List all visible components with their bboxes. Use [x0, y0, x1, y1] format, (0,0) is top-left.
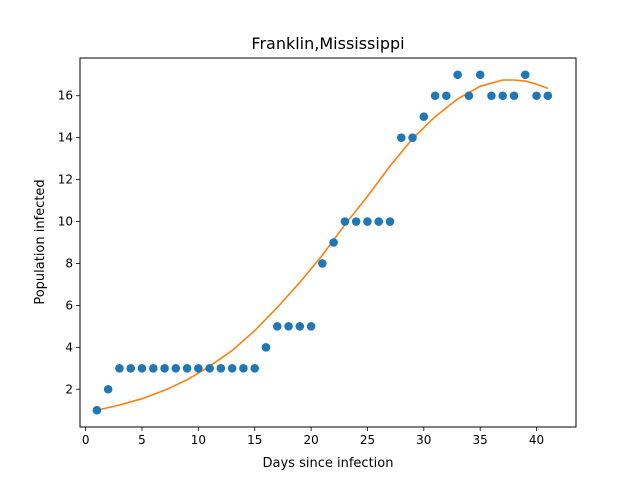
data-point — [396, 133, 406, 142]
data-point — [385, 217, 395, 226]
data-point — [430, 91, 440, 101]
data-point — [182, 364, 192, 373]
x-axis: 0 5 10 15 20 25 30 35 40 — [82, 427, 544, 447]
data-point — [475, 70, 485, 80]
data-point — [115, 364, 124, 373]
data-point — [487, 91, 496, 101]
data-point — [419, 112, 429, 121]
data-point — [261, 343, 271, 352]
data-point — [363, 217, 372, 226]
data-point — [520, 70, 530, 80]
data-point — [227, 364, 237, 373]
data-point — [250, 364, 260, 373]
data-point — [284, 322, 293, 331]
x-tick-label: 40 — [529, 433, 544, 447]
y-tick-label: 12 — [58, 173, 73, 187]
data-point — [306, 322, 316, 331]
data-point — [272, 322, 282, 331]
x-tick-label: 10 — [191, 433, 206, 447]
y-tick-label: 10 — [58, 215, 73, 229]
data-point — [374, 217, 384, 226]
data-point — [126, 364, 136, 373]
data-point — [329, 238, 338, 247]
data-point — [171, 364, 181, 373]
data-point — [148, 364, 158, 373]
y-tick-label: 16 — [58, 89, 73, 103]
x-tick-label: 20 — [303, 433, 318, 447]
data-point — [498, 91, 508, 101]
data-point — [205, 364, 214, 373]
x-tick-label: 0 — [82, 433, 90, 447]
data-point — [103, 384, 113, 394]
data-point — [464, 91, 474, 101]
x-axis-label: Days since infection — [263, 456, 394, 471]
x-tick-label: 35 — [473, 433, 488, 447]
data-point — [92, 405, 102, 415]
data-point — [453, 70, 462, 80]
y-tick-label: 14 — [58, 131, 73, 145]
data-point — [543, 91, 553, 101]
data-point — [408, 133, 417, 142]
y-tick-label: 2 — [65, 382, 73, 396]
data-point — [194, 364, 203, 373]
data-point — [509, 91, 519, 101]
data-point — [442, 91, 451, 101]
chart-title: Franklin,Mississippi — [251, 34, 404, 53]
data-point — [137, 364, 147, 373]
data-point — [532, 91, 541, 101]
x-tick-label: 15 — [247, 433, 262, 447]
x-tick-label: 25 — [360, 433, 375, 447]
data-point — [160, 364, 169, 373]
x-tick-label: 5 — [138, 433, 146, 447]
y-tick-label: 8 — [65, 256, 73, 270]
data-point — [340, 217, 350, 226]
y-axis: 2 4 6 8 10 12 14 16 — [58, 89, 80, 396]
data-point — [239, 364, 248, 373]
data-point — [295, 322, 305, 331]
y-tick-label: 4 — [65, 340, 73, 354]
data-point — [351, 217, 361, 226]
data-point — [318, 259, 327, 268]
plot-area — [92, 70, 553, 415]
y-axis-label: Population infected — [33, 179, 48, 304]
data-point — [216, 364, 226, 373]
x-tick-label: 30 — [416, 433, 431, 447]
y-tick-label: 6 — [65, 298, 73, 312]
axes-frame — [79, 57, 577, 428]
